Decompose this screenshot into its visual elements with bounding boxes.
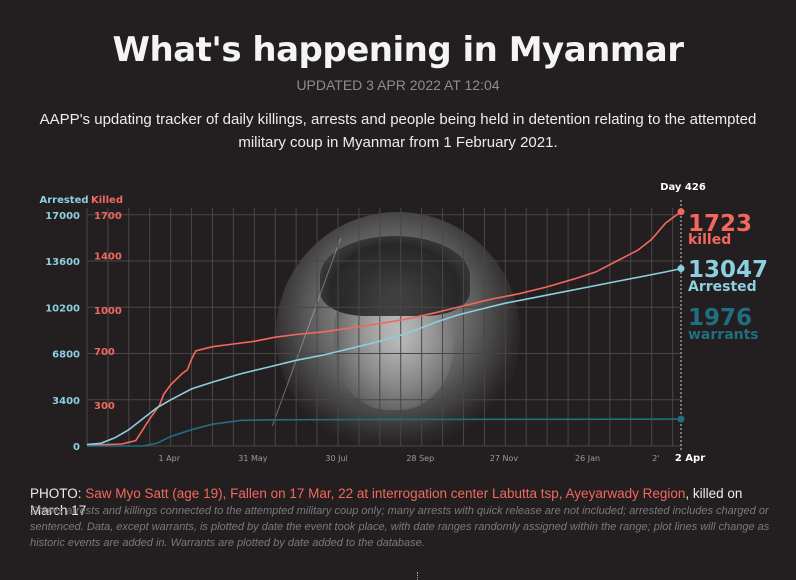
x-tick-label: 28 Sep xyxy=(406,454,434,463)
x-tick-label: 26 Jan xyxy=(575,454,600,463)
x-tick-label: 30 Jul xyxy=(325,454,347,463)
caption-photo-subject[interactable]: Saw Myo Satt (age 19), Fallen on 17 Mar,… xyxy=(85,486,686,501)
updated-timestamp: UPDATED 3 APR 2022 AT 12:04 xyxy=(296,77,500,93)
y-right-tick: 1700 xyxy=(94,211,122,222)
chart-description: AAPP's updating tracker of daily killing… xyxy=(39,111,757,151)
x-tick-label: 2' xyxy=(652,454,659,463)
y-left-tick: 3400 xyxy=(52,396,80,407)
y-right-tick: 700 xyxy=(94,347,115,358)
scroll-marker xyxy=(417,572,419,580)
series-end-dot-warrants xyxy=(677,415,685,423)
photo-hair-shape xyxy=(320,236,470,316)
killed-word-label: killed xyxy=(688,232,731,248)
series-line-arrested xyxy=(86,267,682,446)
warrants-value-label: 1976 xyxy=(688,305,752,331)
y-left-tick: 13600 xyxy=(45,257,80,268)
x-tick-label: 1 Apr xyxy=(159,454,181,463)
x-tick-label: 31 May xyxy=(238,454,268,463)
chart-grid: Day 426 xyxy=(86,182,706,452)
y-left-tick: 6800 xyxy=(52,350,80,361)
x-axis: 1 Apr 31 May 30 Jul 28 Sep 27 Nov 26 Jan 2' 2 A… xyxy=(159,453,706,464)
arrested-value-label: 13047 xyxy=(688,257,768,283)
y-left-tick: 10200 xyxy=(45,303,80,314)
chart-lines xyxy=(86,208,685,447)
photo-caption: PHOTO: Saw Myo Satt (age 19), Fallen on … xyxy=(30,485,770,519)
arrested-word-label: Arrested xyxy=(688,279,757,295)
tracker-chart: Day 426 Arrested 17000 13600 10200 6800 3400 0… xyxy=(39,182,768,464)
series-line-killed xyxy=(86,211,682,447)
caption-suffix: , killed on March 17 xyxy=(30,486,743,518)
series-end-dot-killed xyxy=(677,208,685,216)
killed-value-label: 1723 xyxy=(688,211,752,237)
x-tick-label: 2 Apr xyxy=(675,453,705,464)
caption-prefix: PHOTO: xyxy=(30,486,86,501)
y-right-tick: 1400 xyxy=(94,252,122,263)
y-left-tick: 0 xyxy=(73,442,80,453)
warrants-word-label: warrants xyxy=(688,327,759,343)
y-right-title: Killed xyxy=(91,195,123,206)
y-left-tick: 17000 xyxy=(45,211,80,222)
y-left-title: Arrested xyxy=(39,195,88,206)
page-title: What's happening in Myanmar xyxy=(112,30,685,70)
day-label: Day 426 xyxy=(660,182,706,193)
y-right-tick: 300 xyxy=(94,401,115,412)
y-axis-killed: Killed 1700 1400 1000 700 300 xyxy=(91,195,123,412)
y-right-tick: 1000 xyxy=(94,306,122,317)
chart-notes: Shows arrests and killings connected to … xyxy=(30,505,770,549)
x-tick-label: 27 Nov xyxy=(490,454,519,463)
series-end-dot-arrested xyxy=(677,265,685,273)
series-line-warrants xyxy=(87,418,682,447)
y-axis-arrested: Arrested 17000 13600 10200 6800 3400 0 xyxy=(39,195,88,453)
